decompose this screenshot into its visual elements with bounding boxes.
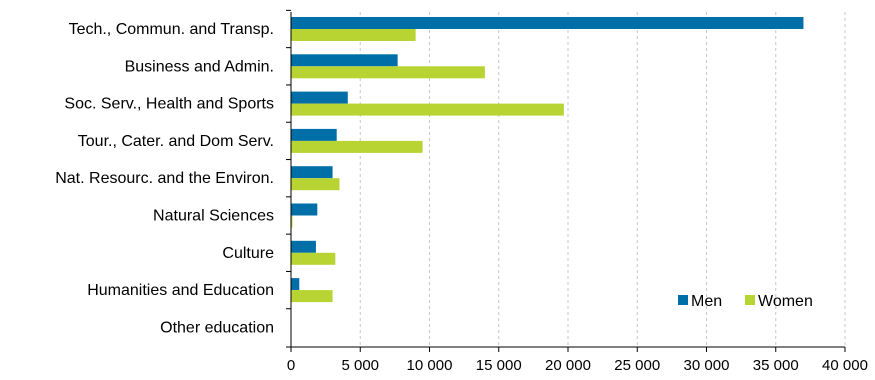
bar-men-6 bbox=[291, 240, 316, 253]
x-tick-label: 40 000 bbox=[822, 357, 868, 374]
axes bbox=[286, 9, 846, 352]
legend-label-women: Women bbox=[758, 293, 813, 310]
category-label: Tour., Cater. and Dom Serv. bbox=[78, 133, 274, 150]
legend-label-men: Men bbox=[691, 293, 722, 310]
bar-women-4 bbox=[291, 178, 340, 191]
x-tick-label: 10 000 bbox=[407, 357, 453, 374]
x-tick-label: 25 000 bbox=[614, 357, 660, 374]
category-labels: Tech., Commun. and Transp. Business and A… bbox=[55, 21, 274, 336]
bar-men-4 bbox=[291, 166, 333, 179]
bar-women-3 bbox=[291, 140, 423, 153]
legend: Men Women bbox=[678, 293, 813, 310]
x-tick-label: 20 000 bbox=[545, 357, 591, 374]
x-tick-label: 5 000 bbox=[341, 357, 379, 374]
bar-women-0 bbox=[291, 29, 416, 41]
bar-women-6 bbox=[291, 252, 336, 265]
bar-men-1 bbox=[291, 54, 398, 67]
x-tick-labels: 0 5 000 10 000 15 000 20 000 25 000 30 000 35 0… bbox=[287, 357, 868, 374]
x-tick-label: 35 000 bbox=[753, 357, 799, 374]
bar-men-2 bbox=[291, 91, 348, 104]
category-label: Humanities and Education bbox=[87, 282, 274, 299]
category-label: Soc. Serv., Health and Sports bbox=[64, 96, 274, 113]
category-label: Natural Sciences bbox=[153, 208, 274, 225]
bars bbox=[291, 17, 804, 303]
bar-women-5 bbox=[291, 215, 293, 228]
legend-swatch-women bbox=[745, 295, 755, 305]
category-label: Nat. Resourc. and the Environ. bbox=[55, 170, 274, 187]
x-tick-label: 30 000 bbox=[684, 357, 730, 374]
category-label: Business and Admin. bbox=[125, 58, 274, 75]
bar-men-0 bbox=[291, 17, 804, 29]
bar-women-7 bbox=[291, 290, 333, 303]
x-tick-label: 0 bbox=[287, 357, 295, 374]
bar-women-2 bbox=[291, 103, 564, 116]
x-tick-label: 15 000 bbox=[476, 357, 522, 374]
legend-swatch-men bbox=[678, 295, 688, 305]
bar-men-7 bbox=[291, 278, 300, 291]
bar-men-3 bbox=[291, 128, 337, 141]
category-label: Other education bbox=[160, 319, 274, 336]
bar-women-1 bbox=[291, 66, 485, 79]
bar-men-5 bbox=[291, 203, 318, 216]
category-label: Culture bbox=[222, 245, 274, 262]
category-label: Tech., Commun. and Transp. bbox=[69, 21, 274, 38]
